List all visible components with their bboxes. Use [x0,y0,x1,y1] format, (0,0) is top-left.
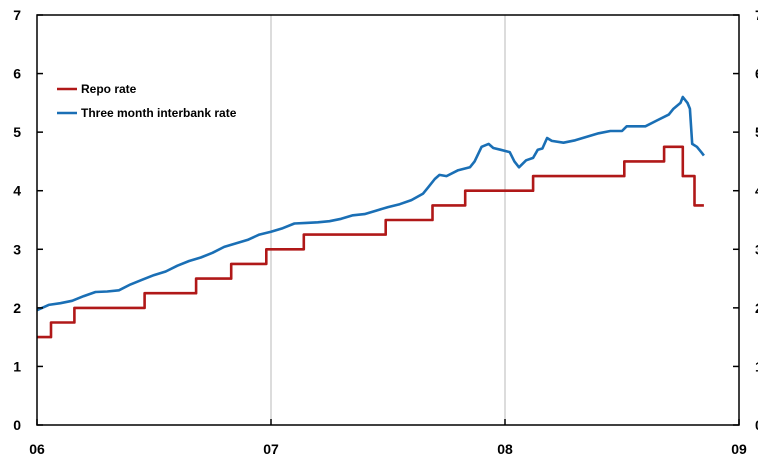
y-tick-label-right: 0 [755,417,758,433]
y-tick-label-left: 4 [13,183,21,199]
repo-rate-line [37,145,704,339]
y-tick-label-left: 2 [13,300,21,316]
three-month-interbank-rate-line [36,95,705,312]
y-tick-label-left: 7 [13,7,21,23]
y-tick-label-right: 4 [755,183,758,199]
y-tick-label-right: 3 [755,241,758,257]
y-axis-left-labels: 0 1 2 3 4 5 6 7 [13,7,21,433]
y-tick-label-right: 7 [755,7,758,23]
grid-lines [270,15,506,425]
x-tick-label: 06 [29,441,45,457]
y-tick-label-left: 1 [13,358,21,374]
y-tick-label-left: 5 [13,124,21,140]
series-layer [36,95,705,339]
y-tick-label-right: 6 [755,66,758,82]
y-axis-right-labels: 0 1 2 3 4 5 6 7 [755,7,758,433]
x-tick-label: 07 [263,441,279,457]
x-tick-label: 09 [731,441,747,457]
y-tick-label-left: 6 [13,66,21,82]
x-tick-label: 08 [497,441,513,457]
axis-ticks [36,14,740,426]
legend-label: Repo rate [81,82,137,96]
y-tick-label-left: 3 [13,241,21,257]
legend: Repo rate Three month interbank rate [57,82,237,120]
y-tick-label-right: 1 [755,358,758,374]
y-tick-label-right: 2 [755,300,758,316]
plot-frame [36,14,740,426]
y-tick-label-right: 5 [755,124,758,140]
x-axis-labels: 06 07 08 09 [29,441,747,457]
y-tick-label-left: 0 [13,417,21,433]
legend-label: Three month interbank rate [81,106,237,120]
